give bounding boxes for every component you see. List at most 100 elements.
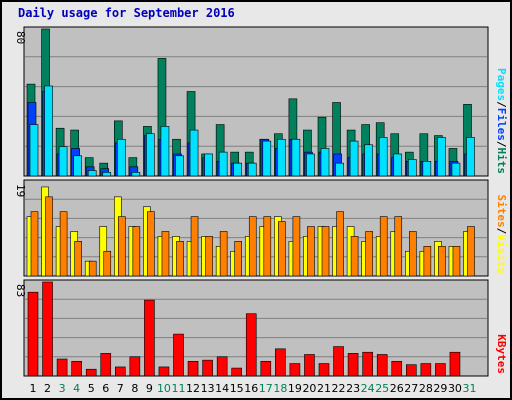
bar-sites xyxy=(438,246,446,277)
day-label: 24 xyxy=(361,382,375,395)
bar-pages xyxy=(393,153,403,177)
bar-sites xyxy=(452,246,461,277)
bar-pages xyxy=(277,138,286,177)
day-label: 14 xyxy=(215,382,229,395)
bar-pages xyxy=(160,126,170,177)
day-label: 21 xyxy=(317,382,331,395)
day-label: 29 xyxy=(433,382,447,395)
bar-sites xyxy=(59,211,68,277)
bar-pages xyxy=(175,155,184,177)
bar-kbytes xyxy=(115,366,126,377)
legend-panel-2: Sites/Visits xyxy=(495,195,508,275)
bar-pages xyxy=(44,85,53,177)
chart-title: Daily usage for September 2016 xyxy=(18,6,235,20)
y-max-label: 83 xyxy=(14,284,27,297)
bar-sites xyxy=(292,216,301,277)
bar-kbytes xyxy=(260,360,272,377)
legend-panel-1: Pages/Files/Hits xyxy=(495,68,508,174)
bar-sites xyxy=(423,246,432,277)
day-label: 16 xyxy=(244,382,258,395)
bar-pages xyxy=(218,151,228,177)
bar-sites xyxy=(408,231,417,277)
bar-kbytes xyxy=(71,360,82,377)
day-label: 12 xyxy=(186,382,200,395)
y-max-label: 19 xyxy=(14,184,27,197)
bar-kbytes xyxy=(289,363,301,377)
legend-panel-3: KBytes xyxy=(495,334,508,374)
bar-pages xyxy=(422,161,432,177)
day-label: 11 xyxy=(172,382,186,395)
day-label: 27 xyxy=(404,382,418,395)
day-label: 30 xyxy=(448,382,462,395)
bar-kbytes xyxy=(173,333,184,377)
day-label: 3 xyxy=(59,382,66,395)
legend-files: Files xyxy=(495,108,508,141)
bar-kbytes xyxy=(449,351,461,377)
legend-kbytes: KBytes xyxy=(495,334,508,374)
bar-kbytes xyxy=(216,356,228,377)
bar-kbytes xyxy=(376,354,388,377)
legend-hits: Hits xyxy=(495,148,508,175)
plot-panel-1 xyxy=(23,26,489,177)
day-label: 13 xyxy=(201,382,215,395)
bar-sites xyxy=(118,216,126,277)
bar-pages xyxy=(146,133,155,177)
day-label: 7 xyxy=(117,382,124,395)
bar-pages xyxy=(87,170,97,177)
bar-kbytes xyxy=(304,354,315,377)
legend-sites: Sites xyxy=(495,195,508,228)
day-label: 18 xyxy=(273,382,287,395)
bar-pages xyxy=(451,162,461,177)
legend-separator: / xyxy=(495,101,508,108)
bar-sites xyxy=(219,231,228,277)
bar-kbytes xyxy=(275,348,286,377)
bar-pages xyxy=(378,137,388,177)
bar-sites xyxy=(45,196,53,277)
bar-pages xyxy=(58,146,68,177)
day-label: 28 xyxy=(419,382,433,395)
day-label: 17 xyxy=(259,382,273,395)
bar-pages xyxy=(437,137,446,177)
day-label: 5 xyxy=(88,382,95,395)
bar-pages xyxy=(204,153,213,177)
bar-sites xyxy=(30,211,39,277)
legend-separator: / xyxy=(495,141,508,148)
bar-kbytes xyxy=(42,281,53,377)
bar-pages xyxy=(73,155,82,177)
day-label: 1 xyxy=(30,382,37,395)
bar-pages xyxy=(131,172,141,177)
bar-pages xyxy=(117,138,126,177)
bar-sites xyxy=(263,216,272,277)
day-label: 25 xyxy=(375,382,389,395)
bar-sites xyxy=(161,231,170,277)
day-label: 19 xyxy=(288,382,302,395)
day-label: 26 xyxy=(390,382,404,395)
bar-sites xyxy=(307,226,315,277)
legend-separator: / xyxy=(495,228,508,235)
bar-kbytes xyxy=(318,363,330,377)
bar-pages xyxy=(262,140,272,177)
day-label: 15 xyxy=(230,382,244,395)
bar-kbytes xyxy=(27,291,39,377)
day-label: 20 xyxy=(302,382,316,395)
day-label: 2 xyxy=(44,382,51,395)
bar-kbytes xyxy=(100,353,112,377)
bar-kbytes xyxy=(245,313,257,377)
day-label: 31 xyxy=(463,382,477,395)
bar-pages xyxy=(247,162,257,177)
bar-kbytes xyxy=(187,360,199,377)
day-label: 8 xyxy=(131,382,138,395)
day-label: 9 xyxy=(146,382,153,395)
y-max-label: 80 xyxy=(14,31,27,44)
bar-sites xyxy=(394,216,403,277)
bar-pages xyxy=(189,129,199,177)
bar-sites xyxy=(74,241,82,277)
bar-kbytes xyxy=(129,356,141,377)
bar-sites xyxy=(379,216,388,277)
bar-pages xyxy=(349,140,359,177)
bar-kbytes xyxy=(347,353,359,377)
bar-sites xyxy=(132,226,141,277)
bar-kbytes xyxy=(56,358,68,377)
bar-pages xyxy=(407,159,417,177)
